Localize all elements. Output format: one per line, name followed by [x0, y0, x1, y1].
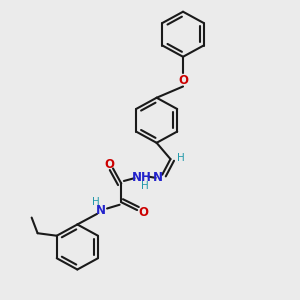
- Text: H: H: [92, 197, 99, 207]
- Text: O: O: [178, 74, 188, 87]
- Text: O: O: [138, 206, 148, 219]
- Text: O: O: [104, 158, 114, 171]
- Text: N: N: [95, 204, 106, 217]
- Text: H: H: [176, 152, 184, 163]
- Text: NH: NH: [132, 171, 152, 184]
- Text: H: H: [141, 181, 149, 191]
- Text: N: N: [153, 171, 163, 184]
